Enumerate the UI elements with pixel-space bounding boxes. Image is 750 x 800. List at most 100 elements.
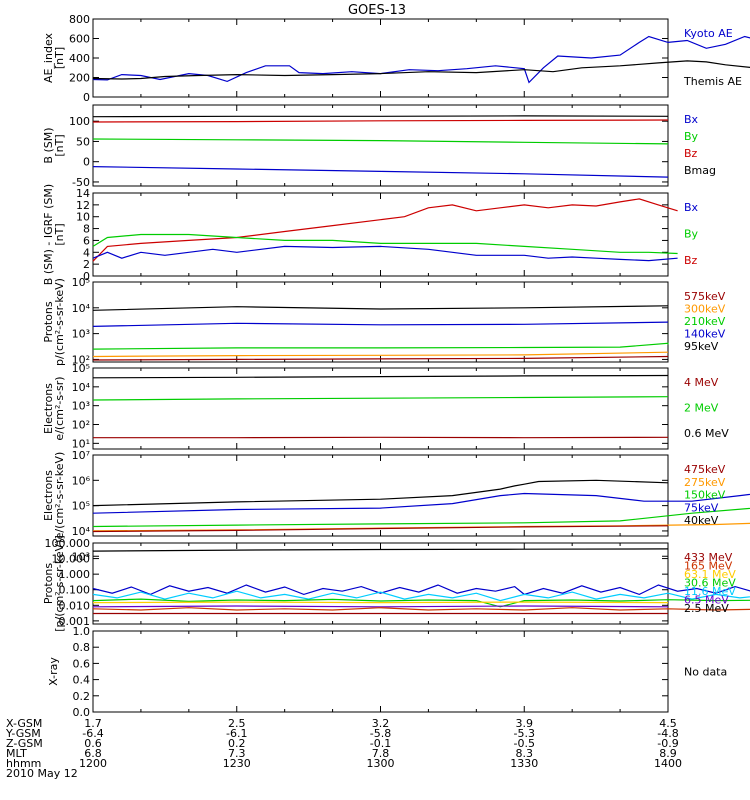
y-tick-label: 0.100 [59,584,91,597]
series-line-1 [92,305,669,311]
y-tick-label: 10⁷ [72,449,90,462]
y-tick-label: 0.010 [59,599,91,612]
y-axis-label: [nT] [53,47,66,69]
y-tick-label: 12 [76,199,90,212]
ephemeris-label: hhmm [6,757,41,770]
legend-entry: Kyoto AE [684,27,733,40]
series-line-1 [92,479,669,507]
legend-entry: By [684,130,699,143]
ephemeris-value: 1200 [79,757,107,770]
y-tick-label: 2 [83,258,90,271]
y-axis-label: Protons [42,563,55,604]
y-tick-label: 10⁴ [72,381,91,394]
series-line-3 [92,507,750,528]
legend-entry: Bmag [684,164,716,177]
ephemeris-value: -0.5 [514,737,535,750]
y-tick-label: 800 [69,13,90,26]
y-tick-label: 400 [69,52,90,65]
ephemeris-value: 8.3 [516,747,534,760]
chart-title: GOES-13 [348,3,406,18]
ephemeris-value: 6.8 [84,747,102,760]
y-tick-label: 0 [83,156,90,169]
y-tick-label: 0.4 [73,674,91,687]
y-tick-label: -50 [72,176,90,189]
ephemeris-value: -6.1 [226,727,247,740]
y-axis-label: Protons [42,301,55,342]
legend-entry: 275keV [684,476,726,489]
ephemeris-value: 1230 [223,757,251,770]
series-line-1 [92,374,669,379]
y-axis-label: [nT] [53,223,66,245]
ephemeris-value: 3.2 [372,717,390,730]
y-tick-label: 14 [76,187,90,200]
y-tick-label: 10⁵ [72,500,90,513]
ephemeris-value: 7.8 [372,747,390,760]
y-axis-label: X-ray [47,657,60,686]
y-tick-label: 4 [83,246,90,259]
series-line-3 [92,342,669,350]
y-axis-label: Electrons [42,470,55,521]
panel-7: 0.001 0.010 0.100 1.000 10.000 100.000 Protons… [42,535,750,632]
y-tick-label: 10⁴ [72,302,91,315]
y-tick-label: 1.0 [73,625,91,638]
panel-6: 10³ 10⁴ 10⁵ 10⁶ 10⁷ Electronse/(cm²-s-sr-keV)… [42,449,750,563]
ephemeris-value: 3.9 [516,717,534,730]
ephemeris-value: 0.6 [84,737,102,750]
y-tick-label: 10⁴ [72,525,91,538]
legend-entry: 0.6 MeV [684,427,729,440]
y-tick-label: 0 [83,91,90,104]
ephemeris-value: -6.4 [82,727,103,740]
series-line-5 [92,601,669,604]
series-line-2 [92,492,750,514]
y-tick-label: 50 [76,135,90,148]
panel-8: 1.0 0.8 0.6 0.4 0.2 0.0 X-ray No data [47,625,727,719]
legend-entry: 165 MeV [684,560,733,573]
y-tick-label: 10⁵ [72,276,90,289]
legend-entry: Bx [684,201,699,214]
y-tick-label: 10³ [72,400,90,413]
y-tick-label: 0.001 [59,615,91,628]
series-line-6 [92,605,669,608]
legend-entry: Bz [684,254,698,267]
y-tick-label: 10⁵ [72,362,90,375]
panel-frame [92,630,669,713]
legend-entry: No data [684,666,727,679]
y-axis-label: e/(cm²-s-sr) [53,376,66,440]
y-tick-label: 10⁶ [72,474,91,487]
ephemeris-value: 0.2 [228,737,246,750]
series-line-2 [92,60,750,80]
series-line-4 [92,598,750,608]
y-axis-label: B (SM) [42,127,55,163]
legend-entry: 6.5 MeV [684,594,729,607]
y-axis-label: B (SM) - IGRF (SM) [42,184,55,285]
legend-entry: 575keV [684,290,726,303]
ephemeris-label: MLT [6,747,27,760]
panel-frame [92,542,669,625]
y-tick-label: 10¹ [72,437,90,450]
ephemeris-value: 1400 [654,757,682,770]
series-line-3 [92,245,678,262]
legend-entry: 140keV [684,328,726,341]
y-tick-label: 600 [69,33,90,46]
y-tick-label: 0.6 [73,657,91,670]
panel-frame [92,104,669,187]
legend-entry: 4 MeV [684,376,719,389]
ephemeris-value: -4.8 [657,727,678,740]
legend-entry: 63.1 MeV [684,568,736,581]
ephemeris-value: 2.5 [228,717,246,730]
y-axis-label: [p/(cm²-s-sr-keV)] [53,535,66,632]
y-tick-label: 0.8 [73,641,91,654]
series-line-2 [92,396,669,401]
ephemeris-value: 8.9 [659,747,677,760]
series-line-1 [92,35,750,84]
panel-frame [92,281,669,363]
y-tick-label: 10 [76,211,90,224]
legend-entry: 30.6 MeV [684,577,736,590]
y-axis-label: p/(cm²-s-sr-keV) [53,278,66,366]
y-tick-label: 10³ [72,328,90,341]
y-tick-label: 6 [83,234,90,247]
legend-entry: 475keV [684,463,726,476]
y-tick-label: 10² [72,419,90,432]
